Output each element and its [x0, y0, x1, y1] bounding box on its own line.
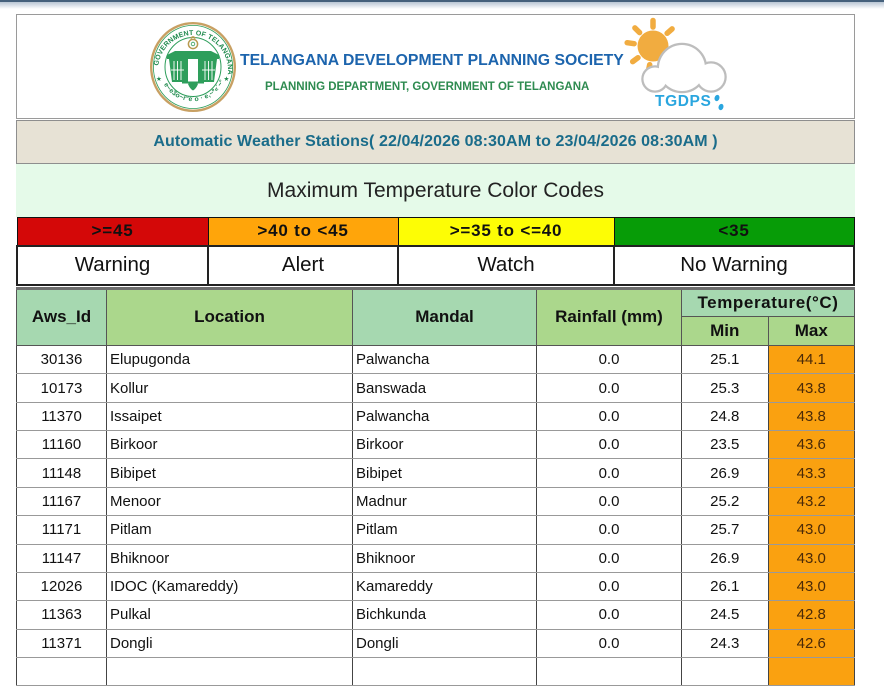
svg-text:★: ★ [156, 75, 162, 83]
svg-text:★: ★ [224, 75, 230, 83]
svg-text:TGDPS: TGDPS [655, 93, 711, 110]
